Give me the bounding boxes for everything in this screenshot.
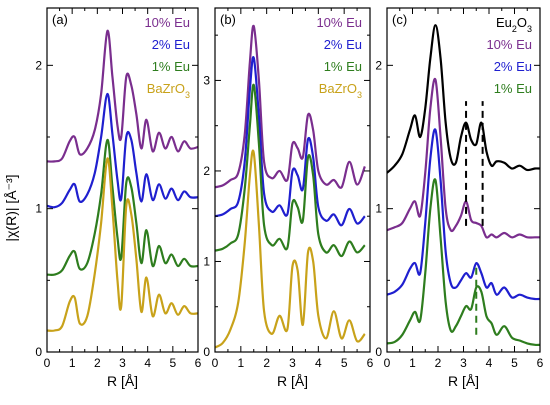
- x-axis-label: R [Å]: [107, 373, 138, 389]
- panel-label: (b): [220, 12, 236, 27]
- legend-entry-eu2o3: Eu2O3: [496, 15, 532, 34]
- x-tick-label: 2: [435, 356, 442, 370]
- x-tick-label: 6: [195, 356, 202, 370]
- y-tick-label: 0: [203, 345, 210, 359]
- series-group: [47, 29, 198, 332]
- panel-c: 0 1 2 3 4 5 6 0 1 2 (c) R [Å] Eu2O3 10% Eu 2% Eu 1% Eu: [375, 7, 544, 389]
- legend-entry-bazro3: BaZrO3: [319, 81, 362, 100]
- panel-label: (a): [52, 12, 68, 27]
- x-tick-label: 5: [341, 356, 348, 370]
- series-group: [387, 24, 540, 347]
- x-tick-label: 4: [144, 356, 151, 370]
- x-axis-label: R [Å]: [277, 373, 308, 389]
- legend-entry-10-eu: 10% Eu: [486, 37, 532, 52]
- y-tick-label: 2: [375, 58, 382, 72]
- y-tick-label: 2: [203, 164, 210, 178]
- series-line-10-eu: [215, 24, 366, 189]
- series-line-10-eu: [47, 29, 198, 163]
- y-axis-label: |χ(R)| [Å⁻³]: [3, 174, 19, 241]
- y-tick-label: 2: [35, 58, 42, 72]
- x-tick-label: 2: [263, 356, 270, 370]
- series-line-2-eu: [387, 128, 540, 301]
- x-tick-label: 0: [212, 356, 219, 370]
- legend-entry-10-eu: 10% Eu: [144, 15, 190, 30]
- series-line-eu2o3: [387, 24, 540, 174]
- y-tick-label: 1: [203, 254, 210, 268]
- x-tick-label: 1: [409, 356, 416, 370]
- y-tick-label: 0: [375, 345, 382, 359]
- series-line-bazro3: [215, 149, 366, 349]
- x-tick-label: 3: [289, 356, 296, 370]
- series-line-2-eu: [47, 92, 198, 209]
- x-tick-label: 4: [315, 356, 322, 370]
- series-group: [215, 24, 366, 349]
- x-tick-label: 1: [69, 356, 76, 370]
- legend-entry-2-eu: 2% Eu: [152, 37, 190, 52]
- legend-entry-bazro3: BaZrO3: [147, 81, 190, 100]
- series-line-1-eu: [215, 83, 366, 258]
- y-tick-label: 1: [375, 202, 382, 216]
- x-tick-label: 3: [119, 356, 126, 370]
- x-tick-label: 5: [511, 356, 518, 370]
- y-tick-label: 1: [35, 202, 42, 216]
- legend-entry-2-eu: 2% Eu: [494, 59, 532, 74]
- series-line-2-eu: [215, 56, 366, 227]
- series-line-1-eu: [47, 138, 198, 277]
- series-line-10-eu: [387, 77, 540, 239]
- legend-entry-2-eu: 2% Eu: [324, 37, 362, 52]
- x-tick-label: 5: [169, 356, 176, 370]
- legend-entry-1-eu: 1% Eu: [324, 59, 362, 74]
- x-tick-label: 6: [367, 356, 374, 370]
- y-tick-label: 0: [35, 345, 42, 359]
- x-axis-label: R [Å]: [448, 373, 479, 389]
- legend-entry-10-eu: 10% Eu: [316, 15, 362, 30]
- panel-label: (c): [392, 12, 407, 27]
- legend-entry-1-eu: 1% Eu: [152, 59, 190, 74]
- x-tick-label: 1: [237, 356, 244, 370]
- series-line-1-eu: [387, 178, 540, 347]
- x-tick-label: 4: [486, 356, 493, 370]
- y-tick-label: 3: [203, 73, 210, 87]
- panel-a: 0 1 2 3 4 5 6 0 1 2 (a) R [Å] 10% Eu 2% Eu 1% Eu BaZrO3: [35, 7, 202, 389]
- series-line-bazro3: [47, 157, 198, 332]
- legend-entry-1-eu: 1% Eu: [494, 81, 532, 96]
- x-tick-label: 0: [384, 356, 391, 370]
- x-tick-label: 3: [460, 356, 467, 370]
- panel-b: 0 1 2 3 4 5 6 0 1 2 3 (b) R [Å] 10% Eu 2% Eu 1% Eu BaZrO…: [203, 7, 374, 389]
- x-tick-label: 6: [537, 356, 544, 370]
- x-tick-label: 2: [94, 356, 101, 370]
- x-tick-label: 0: [44, 356, 51, 370]
